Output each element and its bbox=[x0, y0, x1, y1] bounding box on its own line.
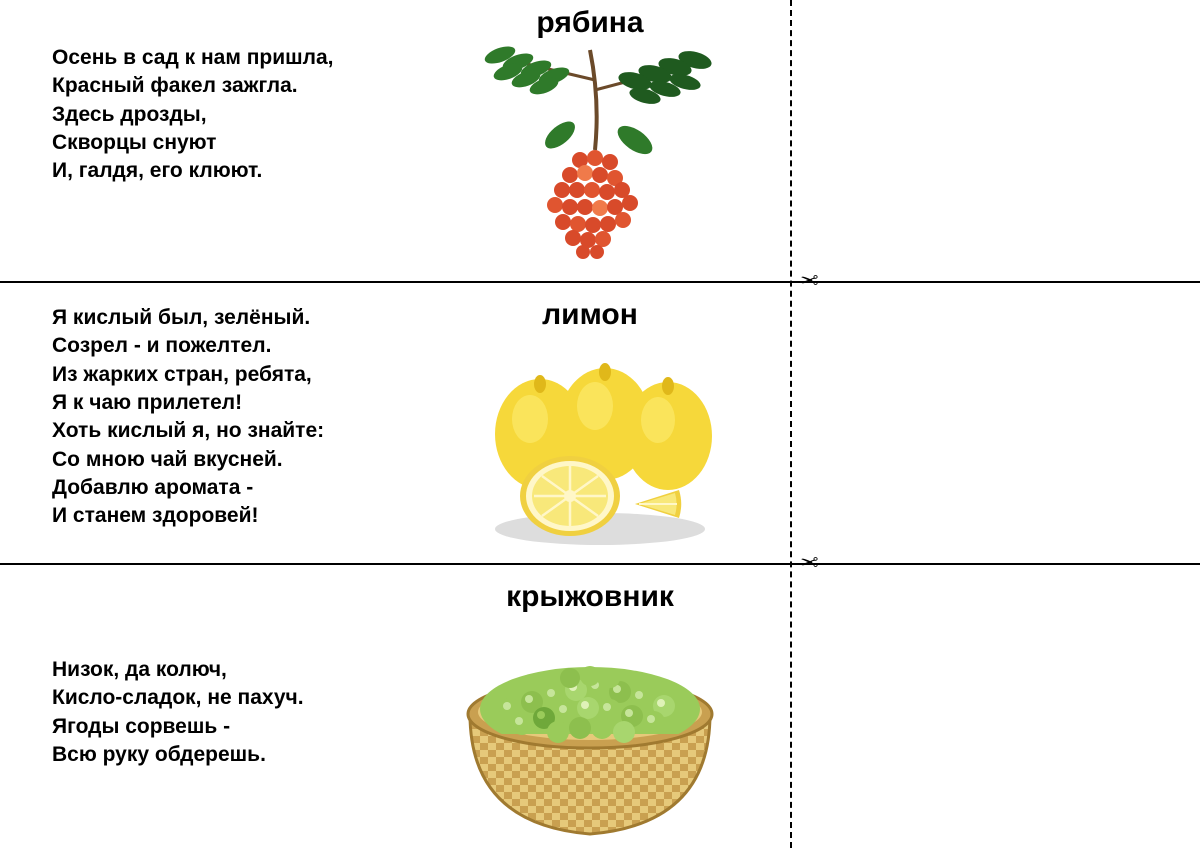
riddle-text: Осень в сад к нам пришла, Красный факел … bbox=[52, 44, 334, 186]
lemons-image bbox=[470, 344, 730, 554]
worksheet-page: ✂ ✂ Осень в сад к нам пришла, Красный фа… bbox=[0, 0, 1200, 848]
riddle-text: Низок, да колюч, Кисло-сладок, не пахуч.… bbox=[52, 656, 304, 769]
card-title: крыжовник bbox=[460, 580, 720, 614]
card-title: рябина bbox=[460, 6, 720, 40]
card-title: лимон bbox=[460, 298, 720, 332]
cut-line-2 bbox=[0, 563, 1200, 565]
card-lemon: Я кислый был, зелёный. Созрел - и пожелт… bbox=[0, 284, 1200, 562]
card-gooseberry: Низок, да колюч, Кисло-сладок, не пахуч.… bbox=[0, 566, 1200, 848]
riddle-text: Я кислый был, зелёный. Созрел - и пожелт… bbox=[52, 304, 324, 531]
cut-line-1 bbox=[0, 281, 1200, 283]
rowan-image bbox=[450, 40, 730, 270]
gooseberry-basket-image bbox=[440, 624, 740, 844]
card-rowan: Осень в сад к нам пришла, Красный факел … bbox=[0, 0, 1200, 280]
